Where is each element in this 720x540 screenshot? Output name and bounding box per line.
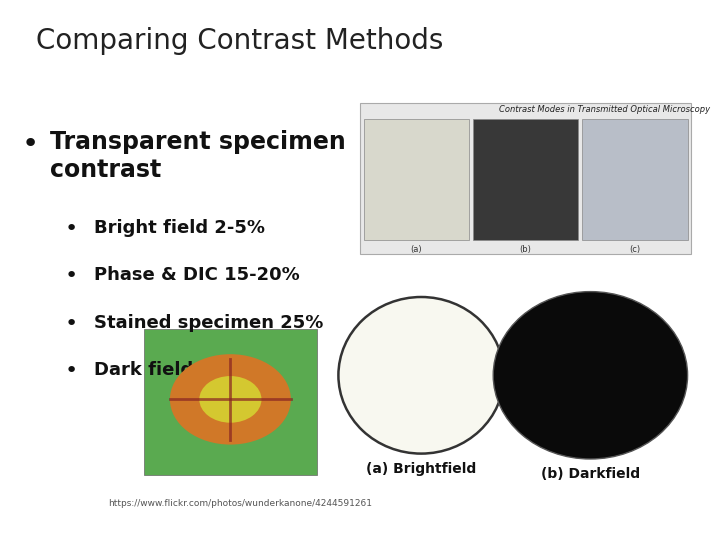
Text: •: • <box>65 219 78 239</box>
Ellipse shape <box>170 354 291 444</box>
Ellipse shape <box>338 297 504 454</box>
Text: https://www.flickr.com/photos/wunderkanone/4244591261: https://www.flickr.com/photos/wunderkano… <box>108 500 372 509</box>
Text: •: • <box>65 266 78 286</box>
Text: Stained specimen 25%: Stained specimen 25% <box>94 314 323 332</box>
Text: (b): (b) <box>520 245 531 254</box>
Text: Phase & DIC 15-20%: Phase & DIC 15-20% <box>94 266 300 284</box>
Text: •: • <box>65 361 78 381</box>
Text: Contrast Modes in Transmitted Optical Microscopy: Contrast Modes in Transmitted Optical Mi… <box>499 105 710 114</box>
FancyBboxPatch shape <box>144 329 317 475</box>
Text: (c): (c) <box>629 245 640 254</box>
Text: Bright field 2-5%: Bright field 2-5% <box>94 219 265 237</box>
Text: •: • <box>65 314 78 334</box>
Ellipse shape <box>199 376 261 423</box>
Text: (a): (a) <box>410 245 422 254</box>
Ellipse shape <box>493 292 688 459</box>
FancyBboxPatch shape <box>473 119 578 240</box>
Text: (a) Brightfield: (a) Brightfield <box>366 462 477 476</box>
Text: •: • <box>22 130 39 158</box>
Text: Transparent specimen
contrast: Transparent specimen contrast <box>50 130 346 183</box>
FancyBboxPatch shape <box>364 119 469 240</box>
Text: (b) Darkfield: (b) Darkfield <box>541 467 640 481</box>
FancyBboxPatch shape <box>360 103 691 254</box>
Text: Comparing Contrast Methods: Comparing Contrast Methods <box>36 27 444 55</box>
FancyBboxPatch shape <box>582 119 688 240</box>
Text: Dark field 60%: Dark field 60% <box>94 361 242 379</box>
